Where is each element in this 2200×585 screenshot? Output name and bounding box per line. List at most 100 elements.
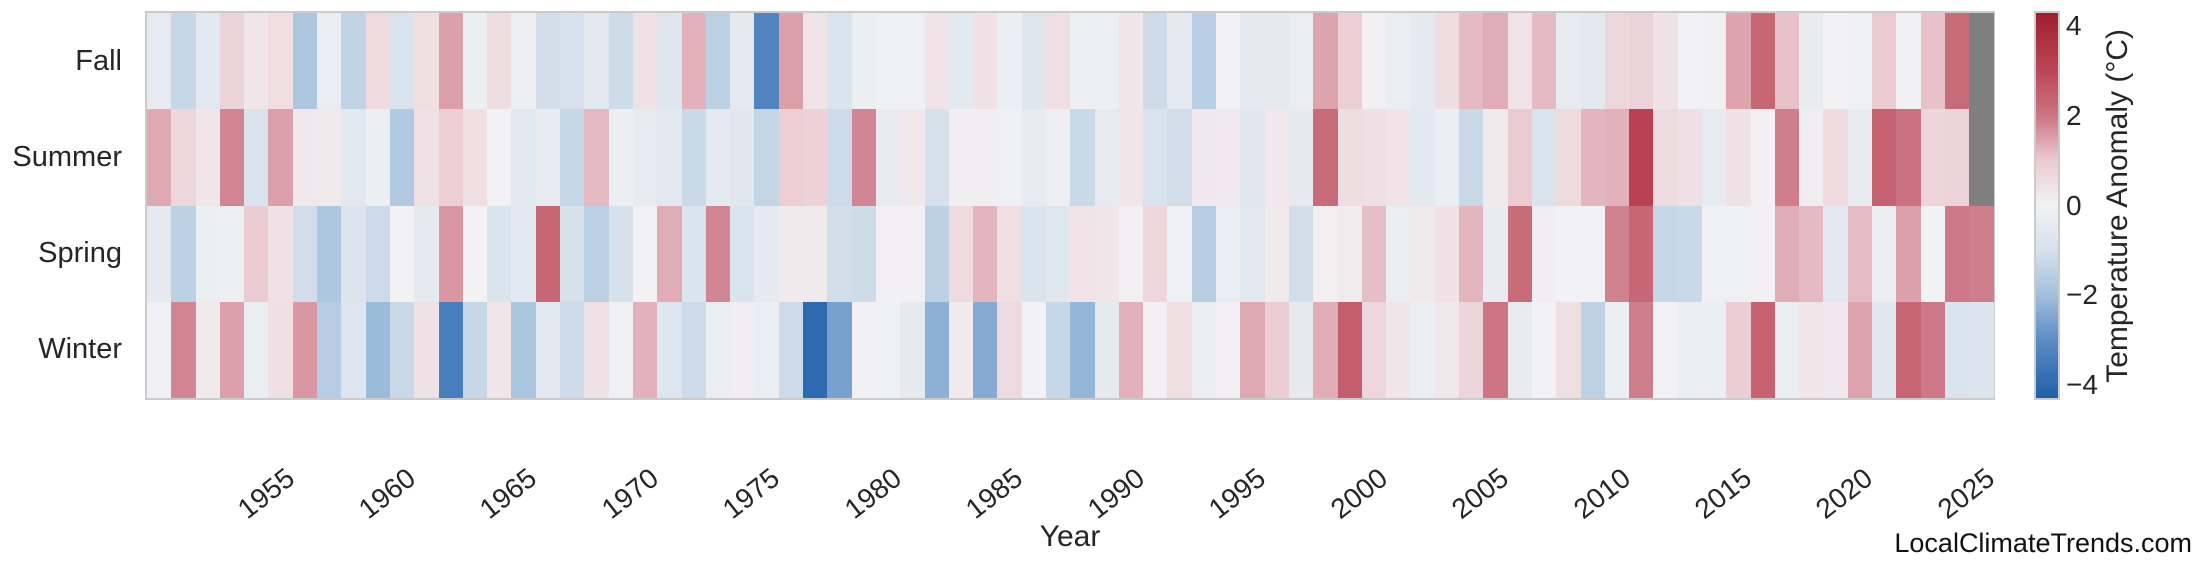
heatmap-cell: [1216, 205, 1241, 302]
watermark-text: LocalClimateTrends.com: [1894, 528, 2192, 558]
y-axis-row-labels: Fall Summer Spring Winter: [0, 13, 136, 398]
heatmap-cell: [414, 205, 439, 302]
heatmap-cell: [1750, 109, 1775, 206]
heatmap-cell: [1969, 13, 1994, 110]
heatmap-cell: [487, 109, 512, 206]
heatmap-cell: [1118, 301, 1144, 398]
heatmap-cell: [973, 301, 998, 398]
heatmap-cell: [851, 13, 876, 110]
heatmap-cell: [560, 205, 585, 302]
heatmap-cell: [171, 301, 196, 398]
heatmap-cell: [1896, 301, 1921, 398]
heatmap-cell: [778, 13, 804, 110]
heatmap-cell: [681, 301, 706, 398]
heatmap-cell: [1434, 13, 1460, 110]
heatmap-cell: [462, 301, 488, 398]
heatmap-cell: [997, 301, 1022, 398]
heatmap-cell: [341, 109, 366, 206]
heatmap-cell: [268, 205, 293, 302]
heatmap-cell: [1264, 109, 1289, 206]
heatmap-cell: [1872, 205, 1897, 302]
heatmap-cell: [1507, 301, 1532, 398]
heatmap-cell: [657, 109, 682, 206]
heatmap-cell: [1653, 205, 1678, 302]
heatmap-cell: [681, 13, 706, 110]
heatmap-cell: [681, 109, 706, 206]
heatmap-cell: [1434, 205, 1460, 302]
heatmap-cell: [1774, 109, 1800, 206]
row-label-winter: Winter: [38, 333, 122, 366]
heatmap-cell: [924, 13, 949, 110]
heatmap-cell: [1410, 301, 1435, 398]
heatmap-cell: [1531, 301, 1557, 398]
heatmap-cell: [244, 109, 269, 206]
heatmap-cell: [1920, 205, 1945, 302]
heatmap-cell: [657, 205, 682, 302]
heatmap-cell: [1580, 205, 1605, 302]
heatmap-cell: [462, 13, 488, 110]
heatmap-cell: [1191, 109, 1217, 206]
heatmap-cell: [1556, 205, 1581, 302]
heatmap-cell: [1556, 109, 1581, 206]
heatmap-cell: [147, 13, 172, 110]
heatmap-cell: [1531, 205, 1557, 302]
colorbar-tick-label: −4: [2066, 368, 2098, 400]
heatmap-cell: [1337, 109, 1362, 206]
heatmap-cell: [803, 109, 828, 206]
colorbar-title: Temperature Anomaly (°C): [2101, 28, 2134, 383]
heatmap-cell: [292, 205, 318, 302]
heatmap-cell: [1118, 205, 1144, 302]
heatmap-cell: [1337, 13, 1362, 110]
heatmap-cell: [292, 301, 318, 398]
heatmap-cell: [1386, 13, 1411, 110]
heatmap-cell: [1847, 301, 1873, 398]
heatmap-cell: [973, 205, 998, 302]
heatmap-cell: [1774, 205, 1800, 302]
heatmap-cell: [1045, 13, 1071, 110]
heatmap-cell: [584, 301, 609, 398]
heatmap-cell: [1386, 205, 1411, 302]
heatmap-cell: [1483, 13, 1508, 110]
heatmap-cell: [900, 13, 925, 110]
heatmap-cell: [1361, 205, 1387, 302]
heatmap-cell: [1264, 13, 1289, 110]
heatmap-cell: [1483, 205, 1508, 302]
heatmap-cell: [1167, 109, 1192, 206]
heatmap-cell: [1799, 13, 1824, 110]
heatmap-cell: [875, 109, 901, 206]
heatmap-cell: [584, 13, 609, 110]
heatmap-cell: [1653, 13, 1678, 110]
heatmap-cell: [1288, 109, 1314, 206]
heatmap-cell: [754, 301, 779, 398]
heatmap-cell: [608, 205, 633, 302]
heatmap-cell: [1045, 109, 1071, 206]
heatmap-cell: [1021, 13, 1046, 110]
heatmap-cell: [1070, 301, 1095, 398]
heatmap-cell: [1896, 13, 1921, 110]
heatmap-row-summer: [147, 109, 1994, 206]
heatmap-cell: [147, 205, 172, 302]
heatmap-cell: [1118, 109, 1144, 206]
heatmap-cell: [1459, 13, 1484, 110]
heatmap-cell: [875, 205, 901, 302]
heatmap-cell: [511, 205, 536, 302]
heatmap-cell: [900, 109, 925, 206]
heatmap-cell: [632, 13, 658, 110]
row-label-summer: Summer: [12, 140, 122, 173]
heatmap-cell: [1969, 109, 1994, 206]
heatmap-cell: [1604, 13, 1630, 110]
heatmap-cell: [1167, 13, 1192, 110]
heatmap-cell: [1361, 109, 1387, 206]
heatmap-cell: [827, 13, 852, 110]
heatmap-cell: [1604, 205, 1630, 302]
heatmap-cell: [1288, 301, 1314, 398]
heatmap-cell: [1507, 109, 1532, 206]
heatmap-cell: [1191, 205, 1217, 302]
heatmap-plot: [147, 13, 1994, 398]
heatmap-cell: [414, 109, 439, 206]
heatmap-cell: [1847, 13, 1873, 110]
heatmap-cell: [1094, 301, 1119, 398]
heatmap-cell: [438, 109, 463, 206]
heatmap-cell: [705, 301, 731, 398]
